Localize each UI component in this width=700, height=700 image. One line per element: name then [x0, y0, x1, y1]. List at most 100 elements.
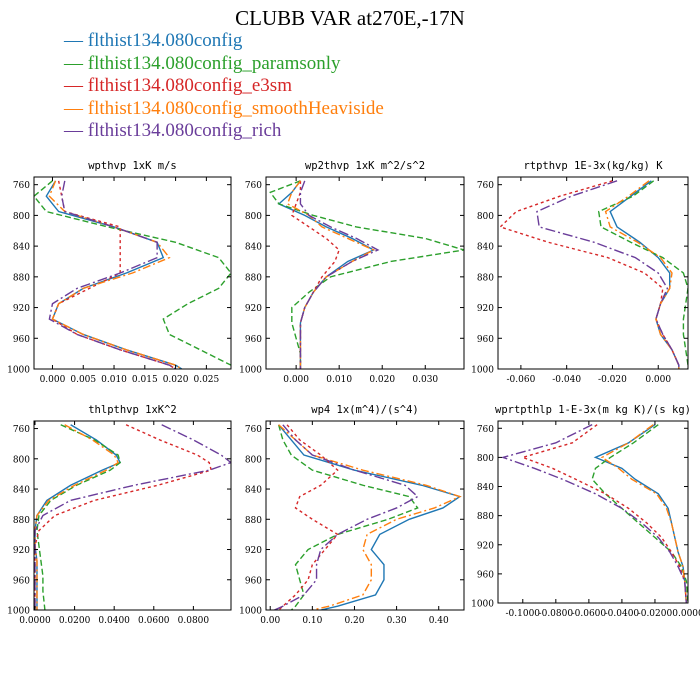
y-tick-label: 840 — [13, 243, 30, 253]
series-group — [269, 180, 464, 369]
y-tick-label: 880 — [477, 512, 494, 522]
series-line — [591, 424, 688, 603]
x-tick-label: 0.000 — [40, 375, 66, 385]
legend-label: flthist134.080config_e3sm — [87, 75, 292, 96]
series-group — [34, 180, 231, 369]
series-group — [500, 424, 688, 603]
series-line — [48, 180, 176, 369]
y-tick-label: 880 — [245, 516, 262, 526]
y-tick-label: 1000 — [7, 607, 30, 617]
series-line — [45, 180, 183, 369]
x-tick-label: 0.015 — [132, 375, 158, 385]
y-tick-label: 760 — [13, 181, 30, 191]
y-tick-label: 800 — [13, 455, 30, 465]
y-tick-label: 760 — [13, 425, 30, 435]
series-line — [277, 180, 376, 369]
series-line — [520, 424, 688, 603]
series-group — [498, 180, 688, 369]
x-tick-label: 0.0000 — [672, 609, 700, 619]
legend-label: flthist134.080config_paramsonly — [87, 52, 341, 74]
x-tick-label: 0.010 — [326, 375, 352, 385]
x-tick-label: -0.0600 — [572, 609, 607, 619]
y-tick-label: 1000 — [239, 366, 262, 376]
series-line — [290, 180, 340, 369]
y-tick-label: 840 — [477, 483, 494, 493]
series-line — [34, 424, 122, 610]
y-tick-label: 960 — [245, 335, 262, 345]
x-tick-label: 0.010 — [101, 375, 127, 385]
x-tick-label: -0.020 — [598, 375, 627, 385]
chart-panel: wp4 1x(m^4)/(s^4)76080084088092096010000… — [239, 404, 465, 626]
series-group — [34, 424, 231, 610]
y-tick-label: 840 — [477, 243, 494, 253]
y-tick-label: 760 — [245, 181, 262, 191]
x-tick-label: 0.0200 — [59, 616, 91, 626]
series-line — [269, 180, 464, 369]
series-line — [609, 180, 680, 369]
y-tick-label: 920 — [477, 304, 494, 314]
x-tick-label: -0.0200 — [638, 609, 673, 619]
y-tick-label: 880 — [13, 273, 30, 283]
panel-title: wpthvp 1xK m/s — [88, 160, 177, 172]
legend-label: flthist134.080config_rich — [87, 120, 282, 141]
plot-frame — [497, 420, 689, 604]
legend-swatch: — — [64, 30, 88, 51]
legend-entry: — flthist134.080config_paramsonly — [64, 53, 384, 76]
panel-title: rtpthvp 1E-3x(kg/kg) K — [523, 160, 663, 172]
x-tick-label: 0.00 — [260, 616, 280, 626]
y-tick-label: 960 — [13, 335, 30, 345]
series-line — [277, 424, 419, 610]
y-tick-label: 800 — [13, 212, 30, 222]
series-line — [34, 424, 120, 610]
x-tick-label: -0.0800 — [539, 609, 574, 619]
legend: — flthist134.080config — flthist134.080co… — [64, 30, 384, 143]
y-tick-label: 1000 — [7, 366, 30, 376]
plot-frame — [33, 176, 232, 370]
series-line — [34, 180, 231, 369]
series-line — [51, 180, 176, 369]
x-tick-label: 0.0600 — [138, 616, 170, 626]
x-tick-label: 0.020 — [369, 375, 395, 385]
legend-swatch: — — [64, 120, 88, 141]
series-line — [604, 180, 680, 369]
chart-panel: rtpthvp 1E-3x(kg/kg) K 760 800 840 880 920 960… — [471, 160, 689, 385]
panel-title: thlpthvp 1xK^2 — [88, 404, 177, 416]
legend-swatch: — — [64, 52, 88, 74]
y-tick-label: 960 — [477, 570, 494, 580]
y-tick-label: 840 — [245, 243, 262, 253]
series-line — [536, 180, 680, 369]
panel-title: wprtpthlp 1-E-3x(m kg K)/(s kg) — [495, 404, 691, 416]
y-tick-label: 880 — [477, 273, 494, 283]
x-tick-label: -0.060 — [506, 375, 535, 385]
series-line — [278, 424, 462, 610]
y-tick-label: 800 — [245, 455, 262, 465]
x-tick-label: 0.030 — [412, 375, 438, 385]
x-tick-label: -0.040 — [552, 375, 581, 385]
legend-entry: — flthist134.080config_e3sm — [64, 75, 384, 98]
chart-panel: wp2thvp 1xK m^2/s^2 760 800 840 880 920 960 100… — [239, 160, 465, 385]
series-line — [500, 424, 688, 603]
series-line — [274, 424, 419, 610]
x-tick-label: 0.000 — [645, 375, 671, 385]
legend-entry: — flthist134.080config — [64, 30, 384, 53]
y-tick-label: 920 — [245, 546, 262, 556]
y-tick-label: 920 — [13, 546, 30, 556]
series-line — [36, 424, 121, 610]
y-tick-label: 800 — [477, 454, 494, 464]
x-tick-label: 0.40 — [429, 616, 449, 626]
series-line — [34, 424, 231, 610]
legend-label: flthist134.080config — [87, 30, 243, 51]
panel-title: wp2thvp 1xK m^2/s^2 — [305, 160, 425, 172]
panel-title: wp4 1x(m^4)/(s^4) — [311, 404, 418, 416]
series-line — [597, 180, 688, 369]
plot-frame — [497, 176, 689, 370]
y-tick-label: 1000 — [471, 600, 494, 610]
y-tick-label: 960 — [245, 576, 262, 586]
legend-label: flthist134.080config_smoothHeaviside — [87, 97, 384, 119]
x-tick-label: 0.30 — [387, 616, 407, 626]
y-tick-label: 840 — [13, 486, 30, 496]
legend-swatch: — — [64, 75, 88, 96]
y-tick-label: 920 — [13, 304, 30, 314]
legend-entry: — flthist134.080config_smoothHeaviside — [64, 98, 384, 121]
